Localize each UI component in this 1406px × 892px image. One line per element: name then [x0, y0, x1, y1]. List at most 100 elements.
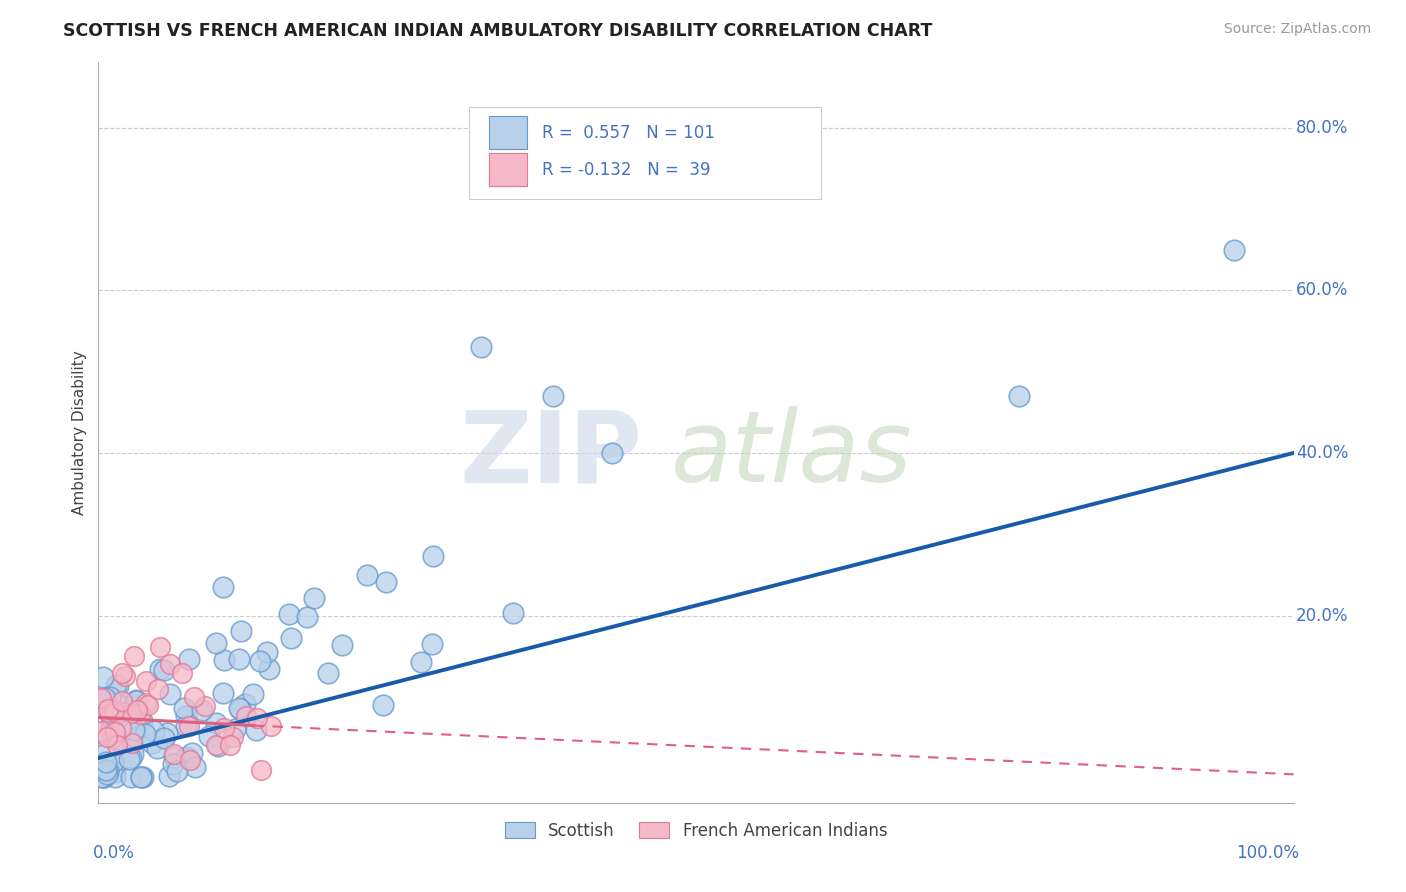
Point	[120, 750, 142, 764]
Point	[184, 760, 207, 774]
Point	[93, 691, 115, 706]
Point	[100, 722, 122, 736]
Point	[250, 763, 273, 777]
Point	[136, 698, 159, 713]
Point	[125, 704, 148, 718]
Point	[246, 711, 269, 725]
Point	[330, 638, 353, 652]
Point	[134, 727, 156, 741]
Point	[249, 654, 271, 668]
Point	[157, 769, 180, 783]
Point	[93, 770, 115, 784]
Point	[191, 703, 214, 717]
Point	[179, 719, 201, 733]
Point	[256, 645, 278, 659]
Point	[163, 750, 186, 764]
Point	[173, 701, 195, 715]
Text: 60.0%: 60.0%	[1296, 281, 1348, 299]
Point	[148, 662, 170, 676]
Point	[121, 736, 143, 750]
Point	[180, 746, 202, 760]
Point	[100, 710, 122, 724]
FancyBboxPatch shape	[489, 116, 527, 150]
Point	[214, 653, 236, 667]
Text: Source: ZipAtlas.com: Source: ZipAtlas.com	[1223, 22, 1371, 37]
Point	[228, 652, 250, 666]
Text: 100.0%: 100.0%	[1236, 844, 1299, 862]
Point	[177, 751, 200, 765]
Text: R = -0.132   N =  39: R = -0.132 N = 39	[541, 161, 710, 178]
Point	[90, 724, 112, 739]
Point	[214, 721, 236, 735]
Point	[125, 694, 148, 708]
Point	[235, 708, 257, 723]
Point	[174, 749, 197, 764]
Point	[101, 714, 124, 729]
Point	[541, 389, 564, 403]
Point	[104, 770, 127, 784]
Point	[316, 666, 339, 681]
Point	[148, 681, 170, 696]
Point	[111, 705, 134, 719]
Point	[98, 690, 121, 704]
Point	[212, 580, 235, 594]
Point	[156, 725, 179, 739]
Text: atlas: atlas	[671, 407, 912, 503]
Point	[127, 703, 149, 717]
Point	[229, 624, 252, 638]
Point	[204, 636, 226, 650]
Point	[97, 764, 120, 778]
Point	[129, 770, 152, 784]
Point	[205, 738, 228, 752]
Point	[135, 696, 157, 710]
Point	[602, 446, 624, 460]
Point	[122, 747, 145, 761]
Point	[122, 698, 145, 713]
Point	[302, 591, 325, 606]
Point	[172, 665, 194, 680]
Point	[174, 709, 197, 723]
Point	[152, 731, 174, 746]
Point	[470, 340, 492, 354]
Point	[94, 755, 117, 769]
Point	[260, 718, 283, 732]
Point	[174, 719, 197, 733]
Point	[90, 725, 112, 739]
Point	[183, 690, 205, 704]
Point	[128, 706, 150, 721]
Text: R =  0.557   N = 101: R = 0.557 N = 101	[541, 124, 714, 142]
Point	[166, 764, 188, 779]
FancyBboxPatch shape	[470, 107, 821, 200]
Text: 40.0%: 40.0%	[1296, 444, 1348, 462]
Point	[295, 609, 318, 624]
Point	[104, 725, 127, 739]
Point	[162, 756, 184, 771]
Point	[101, 731, 124, 745]
Point	[212, 685, 235, 699]
Point	[91, 770, 114, 784]
Point	[205, 715, 228, 730]
Point	[94, 763, 117, 777]
Point	[96, 766, 118, 780]
Text: SCOTTISH VS FRENCH AMERICAN INDIAN AMBULATORY DISABILITY CORRELATION CHART: SCOTTISH VS FRENCH AMERICAN INDIAN AMBUL…	[63, 22, 932, 40]
Point	[257, 662, 280, 676]
Point	[1223, 243, 1246, 257]
Point	[242, 688, 264, 702]
Point	[103, 704, 125, 718]
Point	[118, 751, 141, 765]
Point	[228, 701, 250, 715]
Point	[122, 729, 145, 743]
Point	[97, 702, 120, 716]
Point	[108, 714, 131, 729]
Point	[115, 721, 138, 735]
Point	[97, 705, 120, 719]
Point	[90, 770, 112, 784]
Legend: Scottish, French American Indians: Scottish, French American Indians	[498, 815, 894, 847]
Point	[197, 730, 219, 744]
Point	[222, 730, 245, 744]
Text: 0.0%: 0.0%	[93, 844, 135, 862]
Point	[422, 549, 444, 563]
Point	[1008, 389, 1031, 403]
Point	[159, 687, 181, 701]
Point	[90, 691, 112, 706]
